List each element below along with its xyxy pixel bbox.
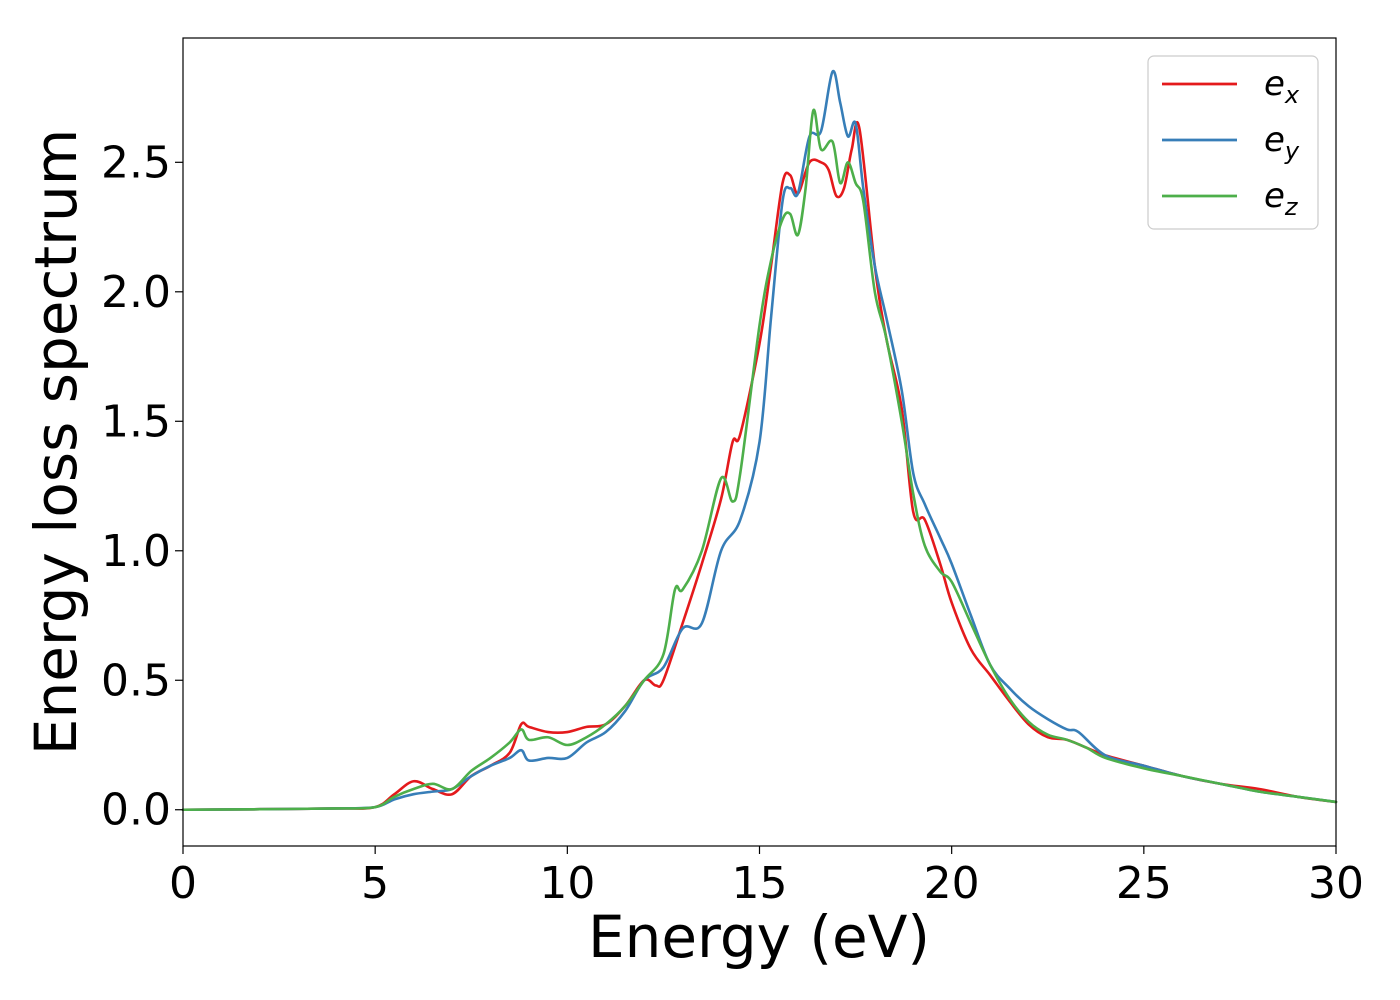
legend-label-y: ey xyxy=(1264,120,1300,165)
x-tick-label: 5 xyxy=(361,858,389,909)
x-tick-label: 15 xyxy=(732,858,788,909)
x-tick-label: 20 xyxy=(924,858,980,909)
legend-box xyxy=(1147,55,1319,230)
x-tick-label: 0 xyxy=(169,858,197,909)
y-tick-label: 1.0 xyxy=(101,526,171,577)
y-tick-label: 0.5 xyxy=(101,655,171,706)
x-tick-label: 10 xyxy=(539,858,595,909)
series-layer xyxy=(181,69,1338,812)
y-axis-ticks: 0.0 0.5 1.0 1.5 2.0 2.5 xyxy=(101,137,183,836)
legend-label-x: ex xyxy=(1264,64,1300,109)
x-tick-label: 25 xyxy=(1116,858,1172,909)
y-axis-title: Energy loss spectrum xyxy=(22,129,90,755)
y-tick-label: 2.5 xyxy=(101,137,171,188)
series-line-y xyxy=(181,69,1338,812)
x-axis-title: Energy (eV) xyxy=(588,903,930,971)
series-line-x xyxy=(181,120,1338,812)
legend-label-z: ez xyxy=(1264,176,1299,221)
series-line-z xyxy=(181,108,1338,812)
x-tick-label: 30 xyxy=(1308,858,1364,909)
y-tick-label: 2.0 xyxy=(101,267,171,318)
y-tick-label: 1.5 xyxy=(101,396,171,447)
legend: ex ey ez xyxy=(1147,55,1319,230)
x-axis-ticks: 0 5 10 15 20 25 30 xyxy=(169,846,1364,909)
y-tick-label: 0.0 xyxy=(101,785,171,836)
